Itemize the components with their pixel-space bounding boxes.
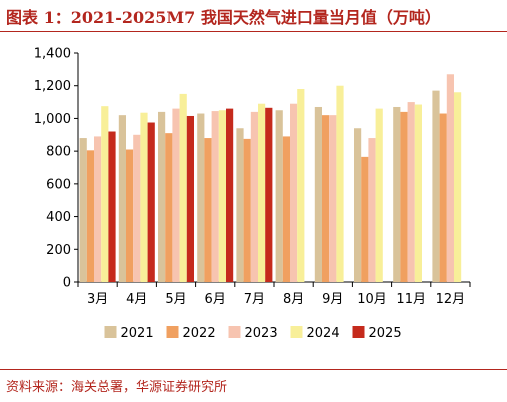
x-tick-label: 7月 (244, 292, 265, 307)
bar-2021-8 (393, 106, 401, 282)
bar-2025-1 (147, 122, 155, 283)
y-tick-label: 1,000 (34, 112, 71, 127)
bar-2024-5 (297, 88, 305, 282)
legend-swatch-2021 (104, 326, 117, 338)
x-tick-label: 6月 (205, 292, 226, 307)
x-tick-label: 12月 (436, 292, 466, 307)
bar-2021-3 (197, 113, 205, 283)
bar-2025-0 (108, 131, 116, 282)
legend-label: 2023 (245, 326, 278, 341)
bar-2023-8 (407, 102, 415, 282)
bar-2024-7 (375, 108, 383, 282)
bar-2023-4 (250, 111, 258, 282)
y-tick-label: 800 (46, 145, 71, 160)
source-rule (0, 369, 507, 370)
y-tick-label: 600 (46, 177, 71, 192)
bar-2024-3 (218, 110, 226, 282)
bar-2021-9 (432, 90, 440, 282)
x-tick-label: 5月 (165, 292, 186, 307)
bar-2021-1 (118, 115, 126, 283)
bar-2021-0 (79, 138, 87, 282)
bar-2022-6 (322, 115, 330, 283)
bar-2022-2 (165, 133, 173, 282)
bar-2025-4 (265, 107, 273, 283)
bar-2024-9 (454, 92, 462, 282)
legend-swatch-2022 (166, 326, 179, 338)
bar-2021-5 (275, 110, 283, 282)
x-tick-label: 8月 (283, 292, 304, 307)
bar-chart: 0 200 400 600 800 1,000 1,200 1,400 3月 4月 5月 6月 7月 8… (34, 47, 471, 341)
bar-2022-0 (86, 150, 94, 282)
x-tick-label: 9月 (322, 292, 343, 307)
bar-2022-1 (126, 149, 134, 282)
x-tick-label: 3月 (87, 292, 108, 307)
y-tick-label: 200 (46, 243, 71, 258)
bar-2024-4 (258, 103, 266, 282)
x-axis: 3月 4月 5月 6月 7月 8月 9月 10月 11月 12月 (77, 281, 471, 307)
bar-2022-8 (400, 111, 408, 282)
bar-2024-8 (414, 104, 422, 283)
legend-label: 2024 (307, 326, 340, 341)
legend-swatch-2023 (228, 326, 241, 338)
bar-2022-9 (439, 113, 447, 283)
bar-2021-4 (236, 128, 244, 282)
legend-swatch-2025 (352, 326, 365, 338)
y-tick-label: 0 (63, 276, 71, 291)
bar-2024-0 (101, 106, 109, 283)
bar-2021-2 (158, 111, 166, 282)
chart-title: 图表 1：2021-2025M7 我国天然气进口量当月值（万吨） (6, 8, 441, 27)
bar-2024-6 (336, 85, 344, 282)
bar-2021-7 (354, 128, 362, 282)
x-tick-label: 10月 (357, 292, 387, 307)
source-note: 资料来源：海关总署，华源证券研究所 (6, 380, 228, 395)
y-tick-label: 1,200 (34, 79, 71, 94)
bars (79, 74, 462, 283)
bar-2021-6 (314, 106, 322, 282)
legend-label: 2025 (369, 326, 402, 341)
bar-2022-3 (204, 138, 212, 282)
bar-2024-1 (140, 112, 148, 282)
title-rule (0, 31, 507, 32)
bar-2022-5 (282, 136, 290, 282)
bar-2025-3 (226, 108, 234, 282)
x-tick-label: 4月 (126, 292, 147, 307)
bar-2023-5 (290, 103, 298, 282)
bar-2023-6 (329, 115, 337, 283)
x-tick-label: 11月 (396, 292, 426, 307)
legend-swatch-2024 (290, 326, 303, 338)
bar-2024-2 (179, 93, 187, 283)
bar-2023-0 (94, 136, 102, 282)
bar-2023-9 (446, 74, 454, 282)
y-axis: 0 200 400 600 800 1,000 1,200 1,400 (34, 47, 79, 291)
bar-2023-2 (172, 108, 180, 282)
legend-label: 2022 (183, 326, 216, 341)
bar-2022-7 (361, 156, 369, 282)
bar-2023-3 (211, 111, 219, 282)
y-tick-label: 1,400 (34, 47, 71, 62)
y-tick-label: 400 (46, 210, 71, 225)
bar-2022-4 (243, 138, 251, 282)
bar-2023-7 (368, 138, 376, 282)
legend-label: 2021 (121, 326, 154, 341)
bar-2023-1 (133, 134, 141, 282)
bar-2025-2 (186, 115, 194, 282)
legend: 2021 2022 2023 2024 2025 (104, 326, 402, 341)
